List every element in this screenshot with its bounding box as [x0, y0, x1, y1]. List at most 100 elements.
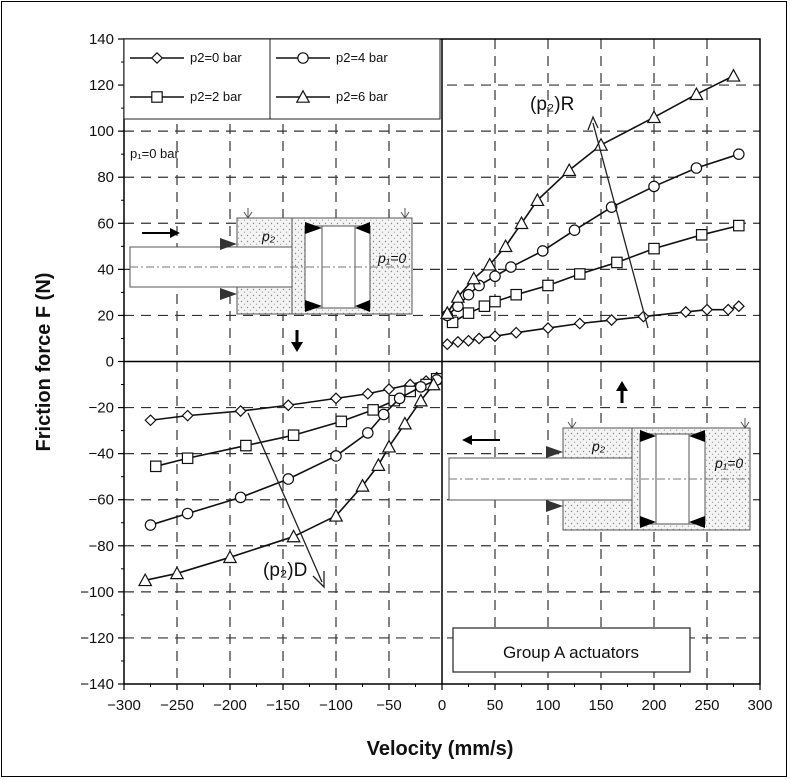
- data-point-square: [335, 415, 348, 428]
- legend-label: p2=4 bar: [336, 50, 388, 65]
- legend-label: p2=2 bar: [190, 89, 242, 104]
- data-point-diamond: [181, 409, 194, 422]
- y-tick-label: −80: [89, 538, 114, 555]
- y-tick-label: 100: [89, 123, 114, 140]
- data-point-triangle: [413, 393, 429, 407]
- data-point-diamond: [473, 332, 486, 345]
- data-point-square: [542, 279, 554, 292]
- series-line-circle-positive: [446, 153, 740, 317]
- data-point-circle: [181, 507, 194, 520]
- data-series: [137, 68, 745, 587]
- x-tick-label: −250: [160, 697, 194, 714]
- data-point-circle: [234, 491, 247, 504]
- y-tick-label: 60: [97, 215, 114, 232]
- x-tick-label: −150: [266, 697, 300, 714]
- data-point-circle: [690, 162, 703, 174]
- data-point-diamond: [361, 387, 374, 400]
- data-point-square: [695, 229, 708, 241]
- y-tick-label: −60: [89, 492, 114, 509]
- data-point-square: [611, 256, 623, 269]
- data-point-circle: [361, 427, 374, 439]
- data-point-triangle: [286, 529, 301, 543]
- data-point-diamond: [282, 399, 295, 412]
- data-point-square: [573, 268, 586, 280]
- series-line-circle-negative: [150, 379, 438, 526]
- data-point-circle: [505, 261, 517, 273]
- y-tick-label: 40: [97, 261, 114, 278]
- trend-arrows: [247, 115, 649, 589]
- data-point-triangle: [426, 377, 441, 391]
- legend-marker-square: [151, 91, 163, 103]
- data-point-diamond: [679, 305, 692, 319]
- y-tick-label: 140: [89, 31, 114, 48]
- x-tick-label: 100: [535, 697, 560, 714]
- data-point-triangle: [328, 508, 344, 522]
- y-tick-label: −40: [89, 446, 114, 463]
- data-point-diamond: [700, 303, 714, 316]
- data-point-diamond: [462, 334, 475, 347]
- data-point-triangle: [381, 439, 397, 453]
- data-point-triangle: [397, 416, 413, 430]
- data-point-square: [367, 404, 379, 416]
- legend-marker-circle: [297, 52, 309, 64]
- data-point-circle: [414, 381, 427, 393]
- data-point-diamond: [732, 300, 745, 313]
- data-point-circle: [605, 201, 618, 213]
- y-tick-label: −20: [89, 400, 114, 417]
- y-tick-label: 80: [97, 169, 114, 186]
- data-point-triangle: [466, 271, 482, 285]
- data-point-triangle: [371, 457, 386, 471]
- group-label: Group A actuators: [503, 643, 639, 662]
- x-tick-label: 50: [487, 697, 504, 714]
- x-tick-label: −100: [319, 697, 353, 714]
- data-point-square: [510, 288, 522, 301]
- y-tick-label: −140: [80, 676, 114, 693]
- data-point-diamond: [573, 317, 586, 330]
- x-tick-label: 200: [641, 697, 666, 714]
- legend-label: p2=6 bar: [336, 89, 388, 104]
- group-label-box: [452, 627, 691, 673]
- x-tick-label: −200: [213, 697, 247, 714]
- axes: −300 −250 −200 −150 −100 −50 0 50 100 150 200 250 30…: [80, 31, 772, 714]
- data-point-diamond: [382, 383, 396, 396]
- data-point-diamond: [329, 392, 343, 405]
- data-point-circle: [462, 288, 475, 301]
- arrow-label-p2R: (p₂)R: [530, 94, 574, 115]
- data-point-diamond: [488, 330, 502, 343]
- data-point-triangle: [514, 215, 529, 230]
- data-point-square: [462, 307, 475, 319]
- inset-lower-p2-label: p₂: [591, 438, 606, 454]
- legend-marker-diamond: [150, 51, 164, 65]
- data-point-diamond: [144, 414, 157, 427]
- data-point-square: [478, 300, 491, 313]
- data-point-circle: [568, 224, 581, 236]
- y-tick-label: 120: [89, 77, 114, 94]
- inset-upper-p1-label: p₁=0: [377, 250, 406, 266]
- data-point-circle: [282, 473, 295, 485]
- legend-marker-triangle: [295, 89, 311, 103]
- data-point-triangle: [593, 137, 609, 151]
- data-point-diamond: [234, 404, 247, 418]
- data-point-triangle: [440, 305, 455, 319]
- data-point-triangle: [450, 289, 466, 303]
- x-tick-label: 250: [694, 697, 719, 714]
- data-point-square: [287, 429, 300, 442]
- data-point-diamond: [441, 338, 454, 351]
- data-point-square: [150, 460, 162, 473]
- legend-label: p2=0 bar: [190, 50, 242, 65]
- data-point-square: [181, 452, 194, 465]
- data-point-triangle: [498, 238, 513, 253]
- data-point-circle: [648, 180, 660, 193]
- cylinder-diagram-upper: p₂ p₁=0: [129, 208, 413, 352]
- data-point-square: [240, 439, 252, 452]
- data-point-circle: [489, 270, 501, 283]
- cylinder-diagram-lower: p₂ p₁=0: [448, 381, 751, 531]
- x-tick-label: 300: [747, 697, 772, 714]
- x-axis-label: Velocity (mm/s): [367, 738, 514, 760]
- y-tick-label: 20: [97, 307, 114, 324]
- x-tick-label: 150: [588, 697, 613, 714]
- inset-lower-p1-label: p₁=0: [714, 455, 743, 471]
- y-tick-label: −100: [80, 584, 114, 601]
